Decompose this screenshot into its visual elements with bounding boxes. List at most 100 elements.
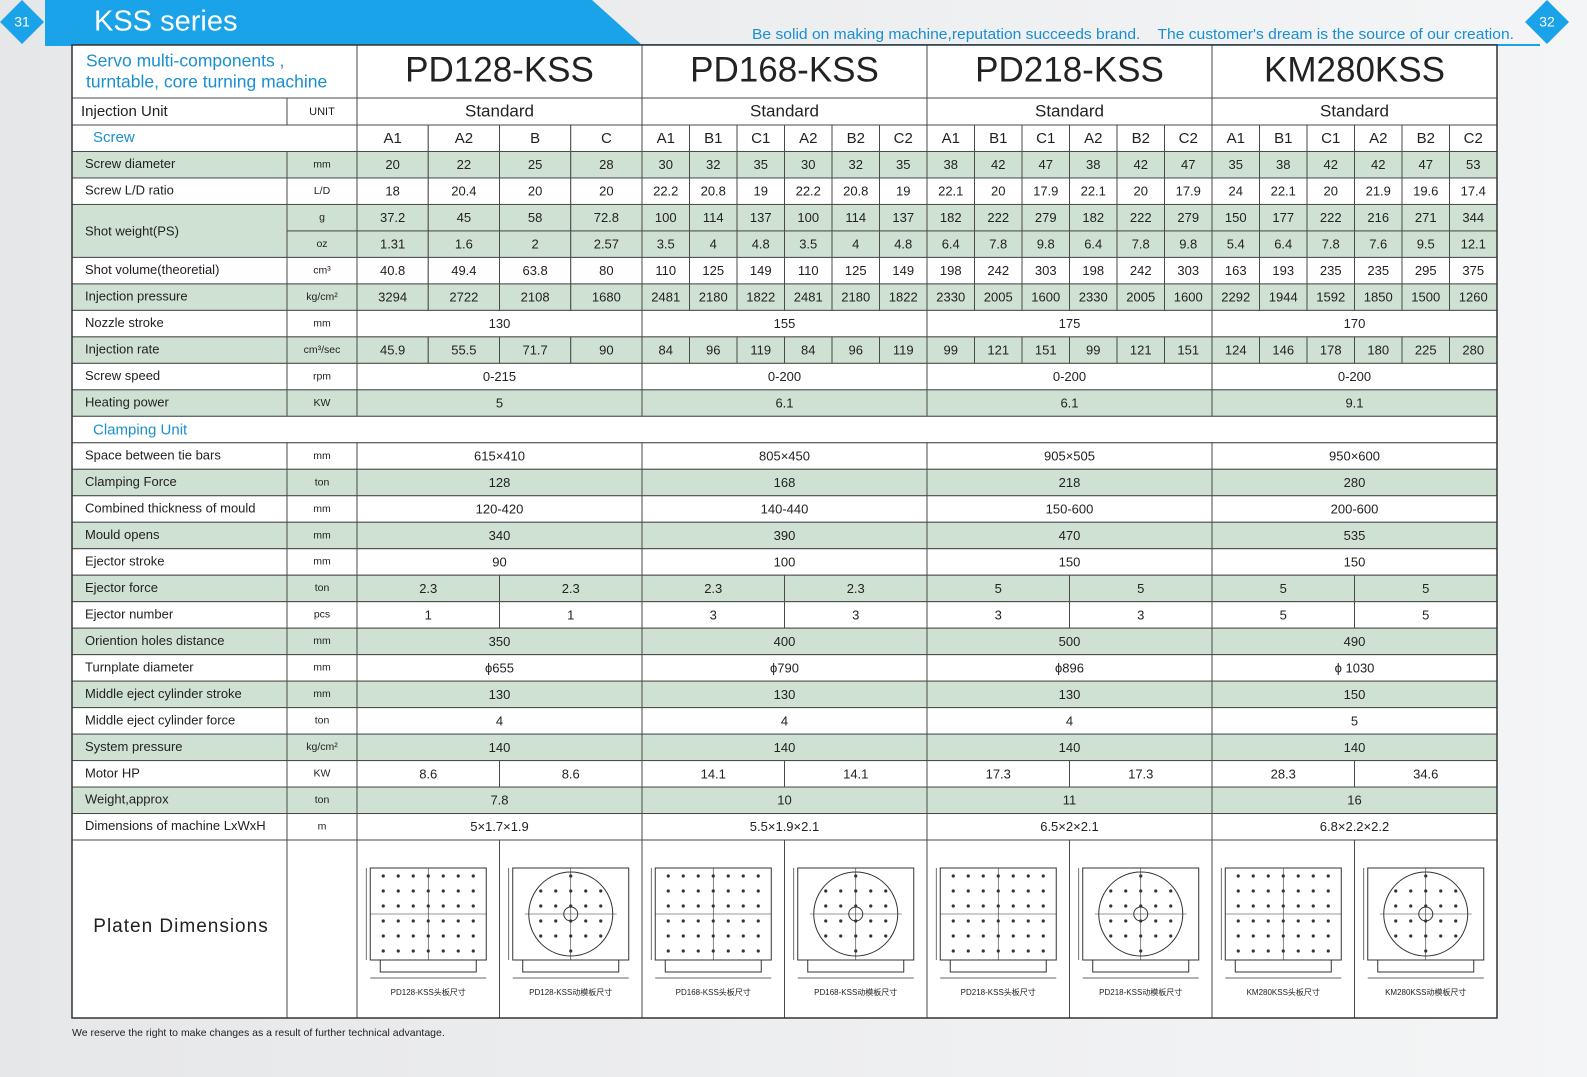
table-cell [641,362,928,391]
unit-label: ton [315,582,330,594]
table-cell [356,574,500,603]
cell-value: 110 [798,263,819,278]
table-cell [570,336,643,364]
unit-label: mm [313,688,331,700]
table-cell [1116,124,1165,152]
drawing-hole [869,889,873,893]
drawing-hole [756,934,760,938]
table-cell [1069,336,1118,364]
drawing-hole [426,874,430,878]
drawing-hole [1409,919,1413,923]
drawing-hole [554,934,558,938]
cell-value: 1.6 [455,237,473,252]
row-label: Oriention holes distance [85,633,224,648]
drawing-hole [1251,874,1255,878]
drawing-hole [1011,889,1015,893]
cell-value: 80 [599,263,613,278]
platen-drawing [793,867,915,979]
drawing-hole [951,919,955,923]
cell-value: 53 [1466,157,1480,172]
cell-value: 20 [1324,184,1338,199]
table-cell [926,389,1213,417]
cell-value: 9.1 [1345,396,1363,411]
table-cell [286,601,358,629]
drawing-hole [981,904,985,908]
drawing-hole [741,949,745,953]
table-cell [1211,495,1498,523]
drawing-hole [1154,934,1158,938]
drawing-hole [411,874,415,878]
drawing-hole [824,919,828,923]
drawing-hole [456,919,460,923]
table-cell [784,760,928,788]
standard-label: Standard [1320,101,1389,120]
table-cell [926,283,975,311]
cell-value: 218 [1059,475,1081,490]
drawing-hole [584,889,588,893]
cell-value: 5×1.7×1.9 [470,819,529,834]
cell-value: 5 [995,581,1002,596]
cell-value: 2.3 [847,581,865,596]
platen-drawing [1078,867,1200,979]
table-cell [926,654,1213,682]
drawing-hole [741,904,745,908]
cell-value: 20 [599,184,613,199]
cell-value: 30 [659,157,673,172]
cell-value: 38 [1086,157,1100,172]
platen-caption: KM280KSS动模板尺寸 [1385,987,1466,997]
drawing-hole [951,889,955,893]
drawing-hole [539,934,543,938]
cell-value: 155 [774,316,796,331]
table-cell [1259,230,1308,258]
drawing-hole [981,919,985,923]
drawing-hole [1011,934,1015,938]
drawing-hole [1424,934,1428,938]
drawing-hole [869,934,873,938]
row-label: System pressure [85,739,183,754]
drawing-hole [1424,904,1428,908]
drawing-hole [726,934,730,938]
cell-value: 140 [774,740,796,755]
drawing-hole [711,934,715,938]
machine-type: Servo multi-components , [86,51,284,71]
drawing-hole [1124,919,1128,923]
cell-value: A1 [1227,130,1245,147]
drawing-hole [1026,889,1030,893]
drawing-hole [681,889,685,893]
table-cell [286,786,358,815]
cell-value: 5 [1137,581,1144,596]
cell-value: 805×450 [759,448,810,463]
drawing-hole [1139,934,1143,938]
row-label: Injection pressure [85,289,188,304]
cell-value: 180 [1367,343,1389,358]
table-cell [641,601,785,629]
table-cell [926,786,1213,815]
table-cell [71,839,288,1019]
unit-label: mm [313,662,331,674]
table-cell [1401,336,1450,364]
drawing-hole [396,919,400,923]
drawing-hole [1041,904,1045,908]
cell-value: 4.8 [894,237,912,252]
cell-value: 535 [1344,528,1366,543]
section-label: Screw [93,129,135,146]
drawing-hole [1296,904,1300,908]
drawing-hole [599,934,603,938]
cell-value: 34.6 [1413,766,1438,781]
table-cell [641,495,928,523]
table-cell [71,627,288,656]
unit-label: kg/cm² [306,291,338,303]
drawing-hole [1266,949,1270,953]
table-cell [926,548,1213,576]
table-cell [926,177,975,205]
drawing-hole [471,874,475,878]
cell-value: 350 [489,634,511,649]
table-cell [1401,256,1450,285]
table-cell [879,283,928,311]
drawing-hole [951,874,955,878]
drawing-hole [411,949,415,953]
drawing-hole [1296,934,1300,938]
drawing-hole [1281,934,1285,938]
drawing-hole [1394,919,1398,923]
cell-value: 222 [1130,210,1152,225]
